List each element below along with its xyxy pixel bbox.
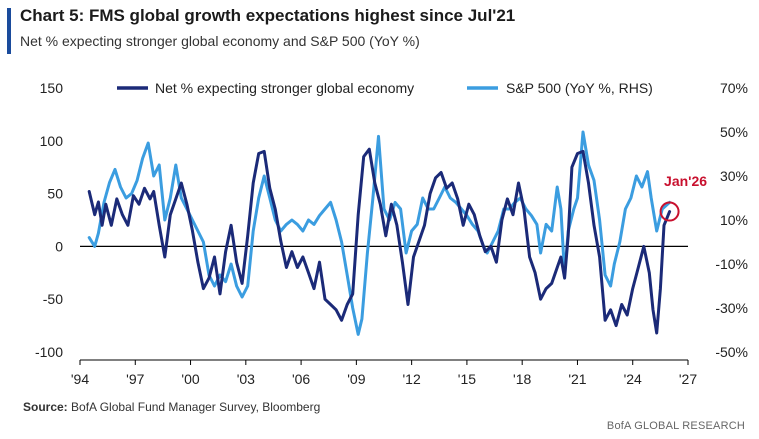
series-line bbox=[87, 147, 672, 335]
x-tick-label: '18 bbox=[513, 371, 531, 387]
x-tick-label: '27 bbox=[679, 371, 697, 387]
x-tick-label: '24 bbox=[624, 371, 642, 387]
footer-brand: BofA GLOBAL RESEARCH bbox=[606, 420, 745, 432]
source-note: Source: BofA Global Fund Manager Survey,… bbox=[23, 400, 320, 414]
annotation-label: Jan'26 bbox=[664, 173, 707, 189]
x-tick-label: '00 bbox=[181, 371, 199, 387]
chart-title: Chart 5: FMS global growth expectations … bbox=[20, 6, 516, 25]
y-right-tick-label: 50% bbox=[720, 124, 748, 140]
source-label: Source: bbox=[23, 400, 68, 414]
x-tick-label: '09 bbox=[347, 371, 365, 387]
y-right-tick-label: -10% bbox=[715, 256, 748, 272]
legend-label: Net % expecting stronger global economy bbox=[155, 80, 414, 96]
legend-label: S&P 500 (YoY %, RHS) bbox=[506, 80, 653, 96]
chart-subtitle: Net % expecting stronger global economy … bbox=[20, 33, 420, 49]
x-tick-label: '06 bbox=[292, 371, 310, 387]
y-right-tick-label: -30% bbox=[715, 300, 748, 316]
x-tick-label: '15 bbox=[458, 371, 476, 387]
x-tick-label: '94 bbox=[71, 371, 89, 387]
y-right-tick-label: 70% bbox=[720, 80, 748, 96]
y-left-tick-label: -100 bbox=[35, 344, 63, 360]
y-right-tick-label: -50% bbox=[715, 344, 748, 360]
y-right-tick-label: 10% bbox=[720, 212, 748, 228]
x-tick-label: '03 bbox=[237, 371, 255, 387]
y-left-tick-label: 0 bbox=[55, 238, 63, 254]
x-tick-label: '97 bbox=[126, 371, 144, 387]
y-left-tick-label: 50 bbox=[47, 186, 63, 202]
source-text: BofA Global Fund Manager Survey, Bloombe… bbox=[71, 400, 321, 414]
x-tick-label: '21 bbox=[568, 371, 586, 387]
y-left-tick-label: 100 bbox=[40, 133, 64, 149]
series-line bbox=[87, 130, 672, 336]
title-accent-bar bbox=[7, 8, 11, 54]
y-left-tick-label: -50 bbox=[43, 291, 63, 307]
annotation-circle bbox=[659, 201, 680, 222]
y-left-tick-label: 150 bbox=[40, 80, 64, 96]
x-tick-label: '12 bbox=[403, 371, 421, 387]
y-right-tick-label: 30% bbox=[720, 168, 748, 184]
